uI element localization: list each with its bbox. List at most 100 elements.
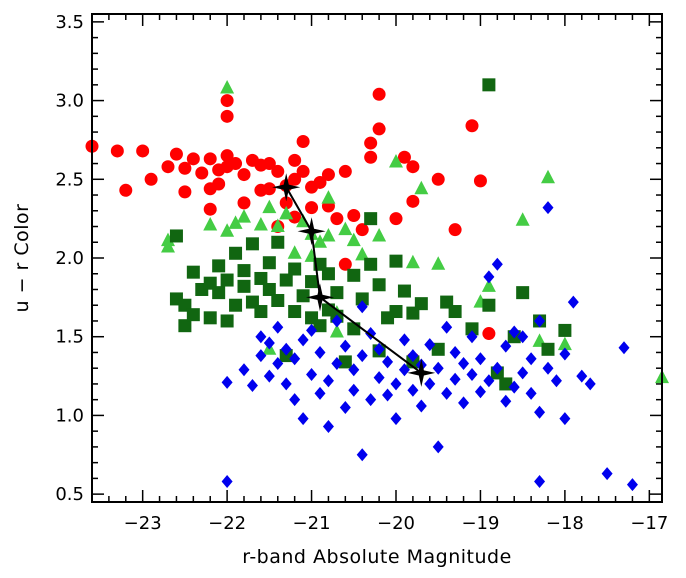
circle-point: [186, 152, 200, 166]
square-point: [364, 212, 378, 226]
diamond-point: [390, 377, 402, 391]
circle-point: [406, 160, 420, 174]
circle-point: [338, 164, 352, 178]
diamond-point: [398, 363, 410, 377]
circle-point: [313, 175, 327, 189]
triangle-point: [203, 216, 218, 231]
diamond-point: [474, 352, 486, 366]
square-point: [516, 286, 530, 300]
diamond-point: [322, 419, 334, 433]
x-tick-label: −23: [124, 513, 162, 534]
triangle-point: [262, 199, 277, 214]
square-point: [355, 292, 369, 306]
diamond-point: [238, 363, 250, 377]
trend-polyline: [285, 186, 422, 374]
diamond-point: [449, 345, 461, 359]
star-point: [306, 283, 334, 312]
triangle-point: [253, 216, 268, 231]
circle-point: [220, 149, 234, 163]
triangle-series: [161, 79, 669, 384]
diamond-point: [432, 440, 444, 454]
circle-point: [465, 119, 479, 133]
circle-point: [389, 212, 403, 226]
circle-point: [431, 172, 445, 186]
diamond-point: [289, 352, 301, 366]
trend-line: [272, 173, 436, 387]
x-axis-title: r-band Absolute Magnitude: [242, 546, 512, 568]
diamond-point: [466, 367, 478, 381]
circle-point: [119, 183, 133, 197]
diamond-point: [280, 377, 292, 391]
diamond-point: [373, 371, 385, 385]
square-point: [389, 305, 403, 319]
diamond-point: [339, 339, 351, 353]
diamond-point: [331, 356, 343, 370]
circle-point: [473, 174, 487, 188]
square-point: [220, 273, 234, 287]
diamond-point: [474, 385, 486, 399]
circle-point: [161, 160, 175, 174]
diamond-point: [491, 257, 503, 271]
circle-point: [144, 172, 158, 186]
square-point: [262, 282, 276, 296]
circle-point: [212, 177, 226, 191]
diamond-point: [322, 374, 334, 388]
triangle-point: [372, 227, 387, 242]
diamond-point: [525, 352, 537, 366]
diamond-point: [449, 372, 461, 386]
y-tick-label: 1.0: [55, 405, 84, 426]
square-point: [364, 257, 378, 271]
diamond-point: [466, 330, 478, 344]
triangle-point: [270, 218, 285, 233]
circle-point: [279, 196, 293, 210]
diamond-point: [263, 336, 275, 350]
square-point: [397, 284, 411, 298]
diamond-point: [534, 405, 546, 419]
diamond-point: [534, 475, 546, 489]
square-point: [178, 319, 192, 333]
triangle-point: [389, 153, 403, 168]
circle-point: [136, 144, 150, 158]
diamond-point: [542, 201, 554, 215]
star-point: [297, 217, 326, 246]
diamond-point: [559, 412, 571, 426]
circle-point: [203, 152, 217, 166]
circle-point: [178, 161, 192, 175]
diamond-point: [289, 393, 301, 407]
diamond-point: [297, 412, 309, 426]
diamond-point: [508, 380, 520, 394]
circle-point: [364, 136, 378, 150]
diamond-point: [508, 325, 520, 339]
circle-point: [406, 194, 420, 208]
triangle-point: [220, 79, 235, 94]
diamond-point: [272, 356, 284, 370]
square-point: [271, 294, 285, 308]
diamond-point: [500, 339, 512, 353]
triangle-point: [161, 232, 175, 247]
diamond-point: [415, 399, 427, 413]
diamond-point: [263, 369, 275, 383]
circle-point: [178, 185, 192, 199]
circle-point: [364, 150, 378, 164]
square-point: [254, 305, 268, 319]
triangle-point: [481, 278, 496, 292]
triangle-point: [321, 190, 336, 204]
circle-point: [169, 147, 183, 161]
circle-point: [448, 223, 462, 237]
triangle-point: [228, 215, 243, 229]
diamond-point: [297, 333, 309, 347]
diamond-point: [517, 366, 529, 380]
circle-point: [271, 164, 285, 178]
square-point: [321, 267, 335, 281]
diamond-series: [221, 201, 638, 492]
square-point: [347, 322, 361, 336]
square-point: [245, 237, 259, 251]
circle-point: [296, 135, 310, 149]
x-tick-label: −20: [377, 513, 415, 534]
square-point: [372, 278, 386, 292]
triangle-point: [414, 180, 429, 195]
diamond-point: [356, 300, 368, 314]
circle-point: [321, 168, 335, 182]
triangle-point: [279, 205, 294, 220]
diamond-point: [365, 393, 377, 407]
